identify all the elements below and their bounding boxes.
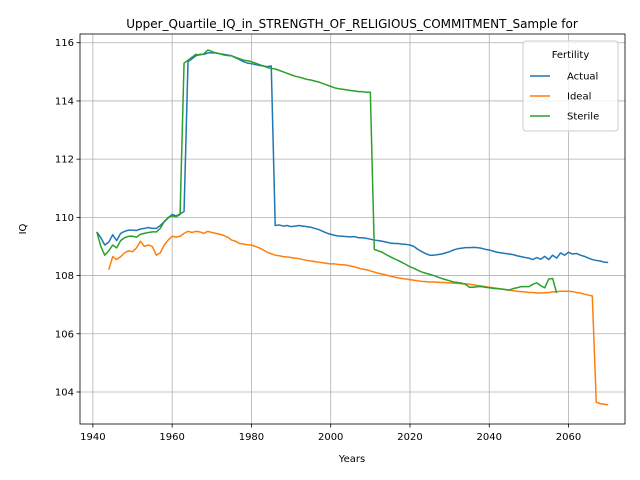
y-axis-label: IQ <box>18 223 29 234</box>
x-tick-label: 1960 <box>159 432 184 443</box>
x-tick-label: 2060 <box>556 432 581 443</box>
x-tick-label: 2000 <box>318 432 343 443</box>
y-tick-label: 104 <box>55 387 74 398</box>
y-tick-label: 116 <box>55 38 74 49</box>
legend-title: Fertility <box>552 50 590 61</box>
y-tick-label: 112 <box>55 155 74 166</box>
legend: Fertility Actual Ideal Sterile <box>523 41 618 131</box>
x-tick-label: 2020 <box>397 432 422 443</box>
x-tick-label: 1980 <box>239 432 264 443</box>
y-tick-label: 114 <box>55 96 74 107</box>
chart-title: Upper_Quartile_IQ_in_STRENGTH_OF_RELIGIO… <box>126 17 578 31</box>
legend-label-actual: Actual <box>567 72 598 83</box>
legend-label-sterile: Sterile <box>567 112 599 123</box>
y-tick-label: 108 <box>55 271 74 282</box>
legend-label-ideal: Ideal <box>567 92 591 103</box>
x-axis-label: Years <box>338 454 365 465</box>
y-tick-label: 106 <box>55 329 74 340</box>
y-tick-label: 110 <box>55 213 74 224</box>
x-tick-label: 1940 <box>80 432 105 443</box>
x-tick-label: 2040 <box>477 432 502 443</box>
